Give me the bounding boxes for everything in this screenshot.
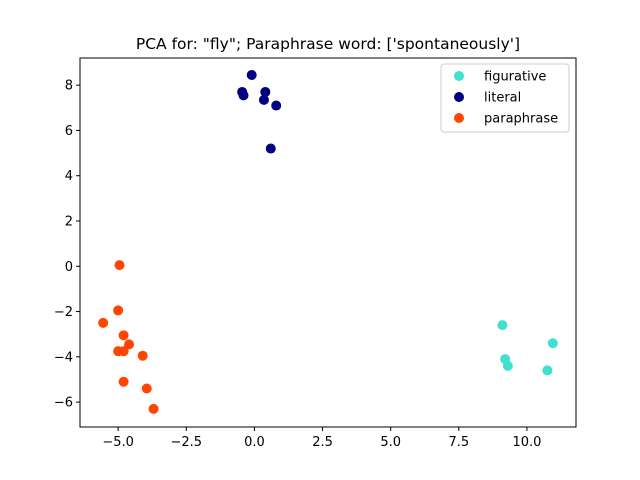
- point-paraphrase: [113, 305, 124, 316]
- legend-box: [440, 63, 570, 133]
- point-paraphrase: [118, 330, 129, 341]
- point-paraphrase: [137, 350, 148, 361]
- x-tick-label: 2.5: [312, 435, 333, 450]
- point-paraphrase: [114, 260, 125, 271]
- x-tick-label: 10.0: [512, 435, 541, 450]
- point-paraphrase: [98, 317, 109, 328]
- legend-label-literal: literal: [484, 91, 521, 106]
- point-paraphrase: [118, 346, 129, 357]
- x-tick-label: 5.0: [380, 435, 401, 450]
- x-tick-label: 0.0: [244, 435, 265, 450]
- y-tick-label: 4: [65, 169, 73, 184]
- x-tick-label: −2.5: [170, 435, 202, 450]
- point-literal: [265, 143, 276, 154]
- legend-label-paraphrase: paraphrase: [484, 112, 558, 127]
- point-paraphrase: [124, 339, 135, 350]
- point-paraphrase: [118, 376, 129, 387]
- point-literal: [246, 69, 257, 80]
- legend-label-figurative: figurative: [484, 70, 546, 85]
- points-layer: [98, 69, 558, 414]
- point-figurative: [542, 365, 553, 376]
- point-literal: [238, 90, 249, 101]
- y-tick-label: 2: [65, 214, 73, 229]
- y-tick-label: −2: [54, 305, 73, 320]
- point-literal: [271, 100, 282, 111]
- x-tick-label: 7.5: [448, 435, 469, 450]
- y-tick-label: 6: [65, 124, 73, 139]
- legend-marker-literal: [454, 92, 464, 102]
- y-axis: −6 −4 −2 0 2 4 6 8: [54, 79, 80, 411]
- y-tick-label: 0: [65, 260, 73, 275]
- point-paraphrase: [141, 383, 152, 394]
- y-tick-label: −4: [54, 350, 73, 365]
- plot-frame: [79, 57, 577, 428]
- point-figurative: [502, 360, 513, 371]
- y-tick-label: 8: [65, 79, 73, 94]
- point-paraphrase: [148, 403, 159, 414]
- legend: figurative literal paraphrase: [440, 63, 570, 133]
- point-literal: [258, 94, 269, 105]
- chart-title: PCA for: "fly"; Paraphrase word: ['spont…: [136, 35, 520, 53]
- legend-marker-figurative: [454, 71, 464, 81]
- point-figurative: [497, 320, 508, 331]
- x-tick-label: −5.0: [102, 435, 134, 450]
- legend-marker-paraphrase: [454, 113, 464, 123]
- point-figurative: [547, 338, 558, 349]
- point-literal: [260, 86, 271, 97]
- x-axis: −5.0 −2.5 0.0 2.5 5.0 7.5 10.0: [102, 427, 541, 450]
- y-tick-label: −6: [54, 396, 73, 411]
